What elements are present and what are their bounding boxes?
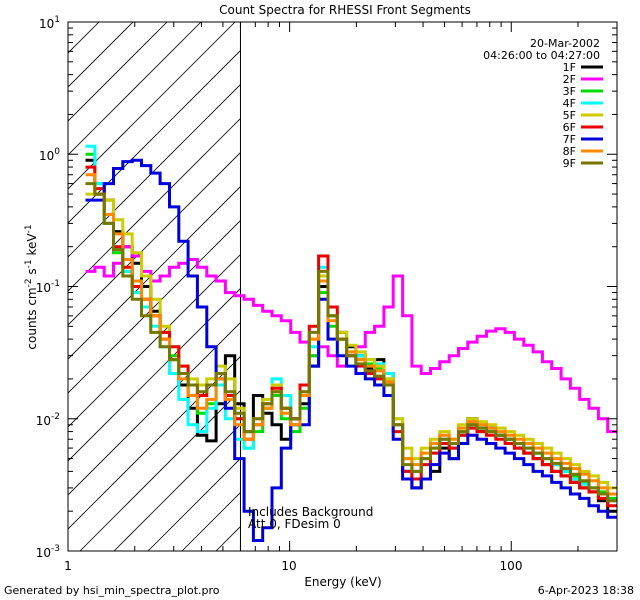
series-line-6F (85, 165, 617, 508)
series-group (85, 144, 617, 542)
footer-generated-by: Generated by hsi_min_spectra_plot.pro (4, 584, 220, 597)
hatch-line (68, 219, 241, 394)
y-tick-label-1e0: 100 (39, 147, 60, 163)
series-line-9F (85, 182, 617, 503)
legend-label-7F: 7F (563, 133, 576, 146)
hatch-line (68, 355, 241, 530)
hatch-line (79, 389, 241, 551)
attenuator-note: Att 0, FDesim 0 (248, 517, 341, 531)
y-tick-label-1e-2: 10-2 (36, 412, 60, 428)
legend-label-8F: 8F (563, 145, 576, 158)
hatch-line (68, 117, 241, 292)
hatch-line (250, 0, 640, 551)
legend-label-5F: 5F (563, 109, 576, 122)
x-tick-label-10: 10 (281, 559, 296, 573)
legend-label-9F: 9F (563, 157, 576, 170)
hatch-line (590, 0, 640, 551)
hatch-line (454, 0, 640, 551)
hatch-line (68, 83, 241, 258)
hatch-line (68, 253, 241, 428)
hatch-line (420, 0, 640, 551)
hatch-line (624, 0, 640, 551)
legend-label-6F: 6F (563, 121, 576, 134)
hatch-line (68, 185, 241, 360)
y-tick-label-1e1: 101 (39, 15, 60, 31)
hatch-line (318, 0, 640, 551)
chart-title: Count Spectra for RHESSI Front Segments (219, 3, 471, 17)
hatch-line (68, 22, 168, 122)
hatch-line (386, 0, 640, 551)
chart-date: 20-Mar-2002 (530, 37, 600, 50)
hatch-line (68, 22, 134, 88)
hatch-line (68, 22, 236, 190)
x-tick-label-100: 100 (500, 559, 523, 573)
legend-label-4F: 4F (563, 97, 576, 110)
y-axis-label: counts cm-2 s-1 keV-1 (24, 224, 39, 349)
legend-label-3F: 3F (563, 85, 576, 98)
hatch-line (0, 0, 102, 551)
hatch-line (284, 0, 640, 551)
background-note: Includes Background (248, 505, 373, 519)
x-tick-label-1: 1 (64, 559, 72, 573)
footer-timestamp: 6-Apr-2023 18:38 (538, 584, 634, 597)
hatch-line (68, 287, 241, 462)
series-line-8F (85, 173, 617, 496)
chart-time-range: 04:26:00 to 04:27:00 (483, 49, 600, 62)
legend-label-1F: 1F (563, 61, 576, 74)
y-tick-label-1e-1: 10-1 (36, 279, 60, 295)
hatch-line (113, 423, 241, 551)
hatch-line (68, 321, 241, 496)
hatch-line (68, 22, 202, 156)
x-axis-label: Energy (keV) (304, 575, 381, 589)
axis-ticks (67, 21, 618, 552)
hatch-line (68, 151, 241, 326)
y-tick-label-1e-3: 10-3 (36, 544, 60, 560)
series-line-7F (85, 158, 617, 542)
legend-label-2F: 2F (563, 73, 576, 86)
